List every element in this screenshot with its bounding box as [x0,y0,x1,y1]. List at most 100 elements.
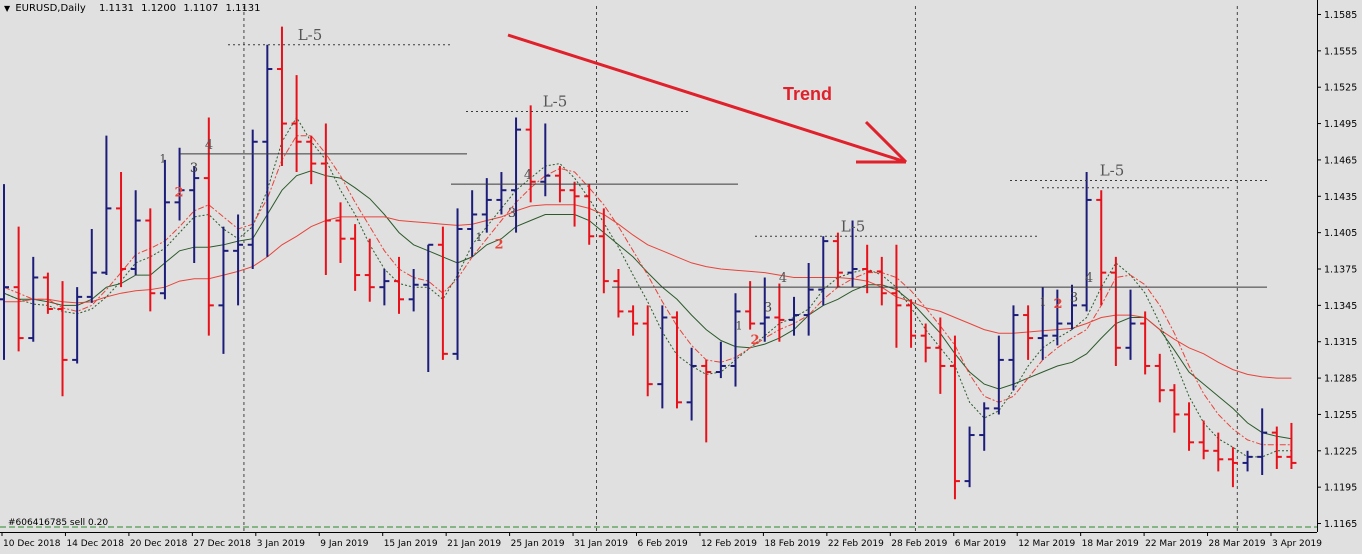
ohlc-bar [1008,305,1019,391]
ohlc-bar [1198,420,1209,460]
wave-label: 1 [1040,295,1047,308]
level-label-1: 4 [205,138,213,153]
ohlc-bar [72,287,83,364]
ohlc-bar [569,181,580,227]
price-bars [0,26,1297,500]
ohlc-bar [584,184,595,245]
ohlc-bar [291,75,302,173]
ohlc-bar [452,208,463,360]
ohlc-bar [657,305,668,409]
ohlc-low: 1.1107 [183,3,219,14]
ohlc-bar [1023,305,1034,360]
y-tick-label: 1.1225 [1324,446,1357,457]
y-tick-label: 1.1525 [1324,83,1357,94]
y-tick-label: 1.1345 [1324,301,1357,312]
y-tick-label: 1.1255 [1324,410,1357,421]
ohlc-bar [496,172,507,215]
ohlc-bar [394,256,405,314]
wave-label: 2 [494,237,503,252]
ohlc-bar [28,256,39,342]
wave-label: 1 [476,231,483,244]
x-tick-label: 18 Feb 2019 [764,539,820,549]
ohlc-bar [642,305,653,397]
level-label-6: L-5 [1100,162,1125,180]
ohlc-bar [262,44,273,257]
ohlc-bar [218,226,229,354]
ohlc-bar [1184,402,1195,451]
level-label-7: 4 [1085,271,1093,286]
ohlc-bar [935,317,946,394]
y-tick-label: 1.1165 [1324,519,1357,530]
ohlc-bar [145,208,156,312]
ohlc-bar [1066,284,1077,330]
wave-label: 1 [160,152,167,165]
ohlc-bar [949,335,960,500]
x-tick-label: 12 Mar 2019 [1018,539,1075,549]
ohlc-bar [598,208,609,294]
ohlc-bar [774,283,785,342]
symbol-label: EURUSD,Daily [15,3,86,14]
x-tick-label: 3 Jan 2019 [257,539,305,549]
ohlc-bar [1169,384,1180,433]
ohlc-bar [101,135,112,276]
ohlc-bar [467,190,478,257]
ohlc-bar [920,323,931,363]
ohlc-bar [1125,289,1136,360]
ohlc-bar [116,172,127,288]
ohlc-bar [525,105,536,203]
collapse-triangle-icon[interactable]: ▼ [4,4,11,13]
ohlc-bar [964,426,975,488]
ohlc-bar [189,165,200,263]
wave-label: 2 [750,333,759,348]
x-tick-label: 31 Jan 2019 [574,539,628,549]
ohlc-bar [730,293,741,387]
x-tick-label: 15 Jan 2019 [384,539,438,549]
moving-average-line-0 [3,170,1292,440]
x-tick-label: 18 Mar 2019 [1082,539,1139,549]
ohlc-bar [408,269,419,312]
ohlc-bar [891,244,902,348]
ohlc-bar [745,281,756,330]
ohlc-high: 1.1200 [141,3,177,14]
x-tick-label: 9 Jan 2019 [320,539,368,549]
ohlc-bar [613,269,624,318]
ohlc-bar [335,202,346,263]
ohlc-bar [1096,190,1107,306]
ohlc-bar [1052,289,1063,346]
ohlc-bar [1271,426,1282,469]
wave-label: 2 [1053,297,1062,312]
x-tick-label: 28 Feb 2019 [891,539,947,549]
y-tick-label: 1.1555 [1324,46,1357,57]
ohlc-bar [379,269,390,306]
ohlc-bar [701,359,712,443]
ohlc-bar [832,232,843,288]
ohlc-bar [1110,256,1121,366]
ohlc-bar [1140,311,1151,375]
ohlc-bar [1227,447,1238,488]
x-tick-label: 20 Dec 2018 [130,539,188,549]
ohlc-bar [715,341,726,379]
ohlc-bar [803,262,814,336]
ohlc-bar [1154,353,1165,403]
moving-average-line-2 [3,116,1292,458]
ohlc-bar [1257,408,1268,476]
x-tick-label: 3 Apr 2019 [1272,539,1322,549]
level-label-0: L-5 [298,26,323,44]
x-tick-label: 22 Feb 2019 [828,539,884,549]
ohlc-bar [364,238,375,302]
trend-arrow [507,33,908,164]
ohlc-close: 1.1131 [225,3,261,14]
moving-averages [3,116,1292,458]
x-tick-label: 25 Jan 2019 [511,539,565,549]
ohlc-bar [1286,422,1297,469]
trend-arrow-head-upper [864,120,908,164]
x-tick-label: 27 Dec 2018 [193,539,251,549]
y-tick-label: 1.1585 [1324,10,1357,21]
wave-label: 1 [736,320,743,333]
ohlc-bar [350,224,361,291]
ohlc-bar [759,277,770,342]
ohlc-bar [13,226,24,352]
ohlc-bar [1037,287,1048,360]
